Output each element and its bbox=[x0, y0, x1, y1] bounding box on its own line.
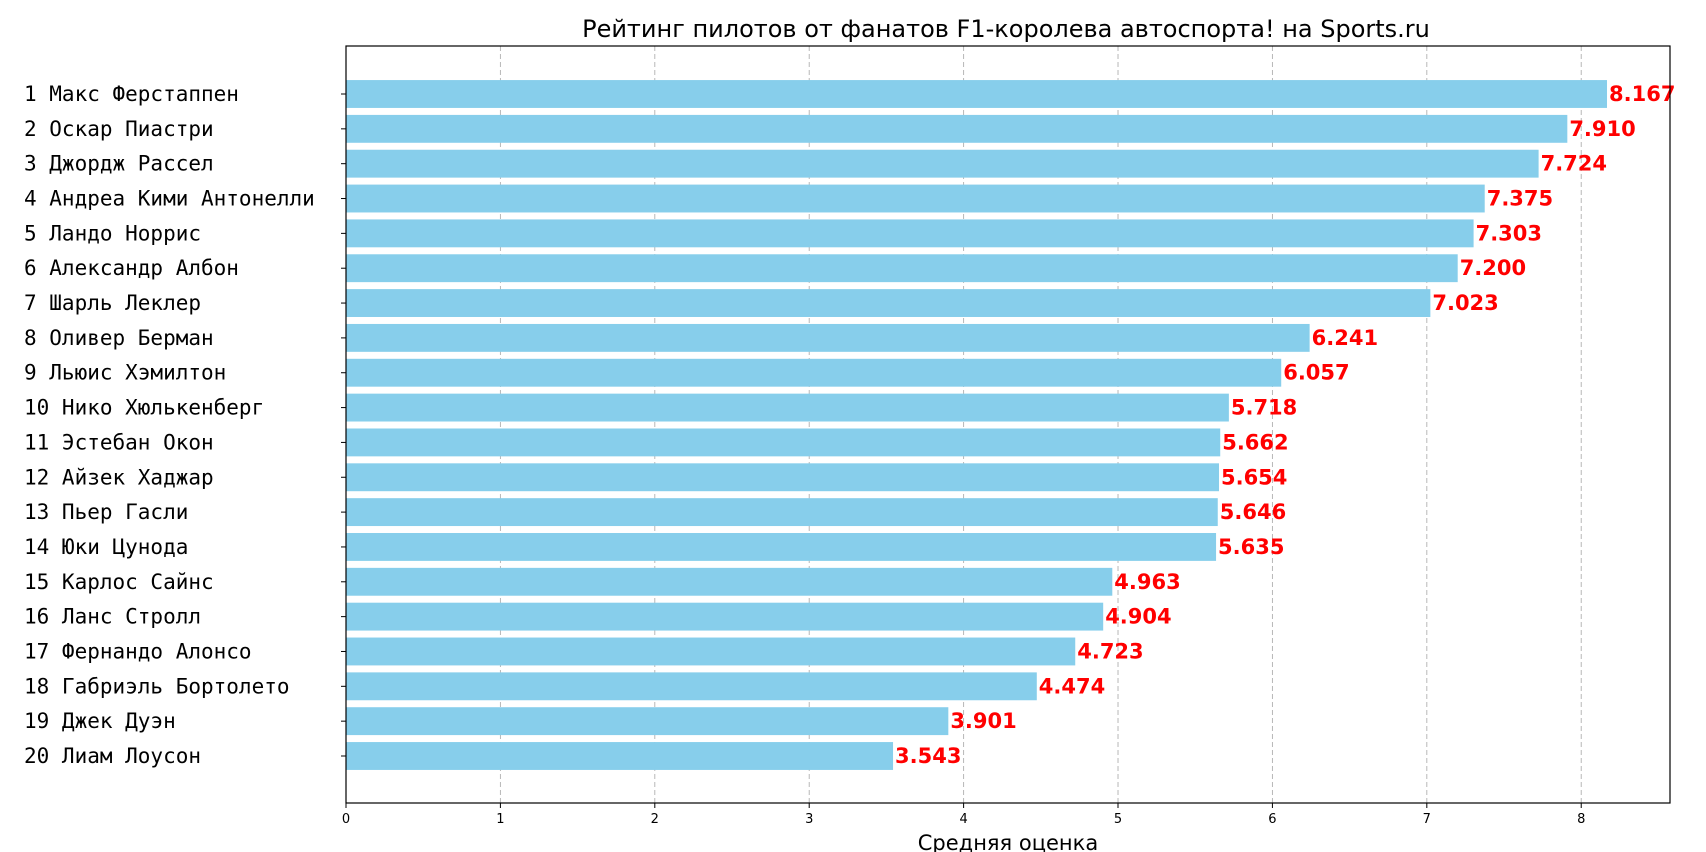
bar-value-label: 5.635 bbox=[1218, 535, 1284, 559]
y-tick-label: 17 Фернандо Алонсо bbox=[24, 639, 252, 663]
bar-value-label: 7.200 bbox=[1460, 256, 1526, 280]
bar bbox=[346, 149, 1539, 178]
bar bbox=[346, 602, 1104, 631]
bar bbox=[346, 742, 894, 770]
x-tick-label: 4 bbox=[959, 812, 967, 827]
bar bbox=[346, 80, 1608, 108]
y-tick-label: 1 Макс Ферстаппен bbox=[24, 82, 239, 106]
y-tick-label: 5 Ландо Норрис bbox=[24, 221, 201, 245]
y-tick-label: 7 Шарль Леклер bbox=[24, 291, 201, 315]
bar-value-label: 7.303 bbox=[1476, 221, 1542, 245]
bar bbox=[346, 428, 1221, 457]
x-tick-label: 6 bbox=[1268, 812, 1276, 827]
bar bbox=[346, 289, 1431, 317]
bar-value-label: 4.474 bbox=[1039, 674, 1105, 698]
x-tick-label: 1 bbox=[496, 812, 504, 827]
chart-title: Рейтинг пилотов от фанатов F1-королева а… bbox=[582, 15, 1430, 43]
bars-layer bbox=[346, 80, 1608, 770]
plot-frame bbox=[345, 45, 1671, 804]
x-tick-label: 0 bbox=[342, 812, 350, 827]
y-tick-label: 13 Пьер Гасли bbox=[24, 500, 188, 524]
bar-value-label: 6.241 bbox=[1312, 326, 1378, 350]
y-tick-label: 4 Андреа Кими Антонелли bbox=[24, 187, 315, 211]
bar bbox=[346, 498, 1218, 527]
bar bbox=[346, 463, 1219, 492]
x-tick-label: 8 bbox=[1577, 812, 1585, 827]
y-tick-label: 6 Александр Албон bbox=[24, 256, 239, 280]
bar-value-label: 6.057 bbox=[1283, 361, 1349, 385]
bar bbox=[346, 707, 949, 736]
x-tick-label: 7 bbox=[1423, 812, 1431, 827]
bar-value-label: 3.901 bbox=[950, 709, 1016, 733]
bar-value-label: 4.723 bbox=[1077, 639, 1143, 663]
bar-value-label: 4.963 bbox=[1114, 570, 1180, 594]
y-tick-label: 12 Айзек Хаджар bbox=[24, 465, 214, 489]
x-tick-label: 5 bbox=[1114, 812, 1122, 827]
bar-value-label: 7.375 bbox=[1487, 187, 1553, 211]
y-tick-label: 9 Льюис Хэмилтон bbox=[24, 361, 226, 385]
bar bbox=[346, 323, 1310, 352]
bar-value-label: 4.904 bbox=[1105, 605, 1171, 629]
bar-value-label: 7.724 bbox=[1541, 152, 1607, 176]
bar-value-label: 8.167 bbox=[1609, 82, 1675, 106]
x-axis-ticks: 0 1 2 3 4 5 6 7 8 bbox=[342, 803, 1585, 827]
bar bbox=[346, 637, 1076, 666]
y-tick-label: 20 Лиам Лоусон bbox=[24, 744, 201, 768]
y-tick-label: 18 Габриэль Бортолето bbox=[24, 674, 290, 698]
bar bbox=[346, 533, 1217, 561]
bar-value-label: 5.654 bbox=[1221, 465, 1287, 489]
bar bbox=[346, 567, 1113, 596]
bar-value-label: 5.718 bbox=[1231, 396, 1297, 420]
x-axis-label: Средняя оценка bbox=[918, 831, 1098, 852]
bar bbox=[346, 184, 1485, 213]
y-axis-ticks: 1 Макс Ферстаппен 2 Оскар Пиастри 3 Джордж… bbox=[24, 82, 346, 768]
grid-layer bbox=[499, 46, 1582, 803]
bar-value-label: 5.662 bbox=[1222, 430, 1288, 454]
bar bbox=[346, 393, 1229, 422]
bar-value-label: 5.646 bbox=[1220, 500, 1286, 524]
y-tick-label: 10 Нико Хюлькенберг bbox=[24, 396, 264, 420]
bar-value-label: 7.910 bbox=[1569, 117, 1635, 141]
bar bbox=[346, 114, 1568, 143]
bar bbox=[346, 672, 1037, 701]
y-tick-label: 14 Юки Цунода bbox=[24, 535, 188, 559]
y-tick-label: 3 Джордж Рассел bbox=[24, 152, 214, 176]
x-tick-label: 2 bbox=[651, 812, 659, 827]
y-tick-label: 8 Оливер Берман bbox=[24, 326, 214, 350]
y-tick-label: 11 Эстебан Окон bbox=[24, 430, 214, 454]
bar bbox=[346, 358, 1282, 387]
bar-value-label: 3.543 bbox=[895, 744, 961, 768]
bar bbox=[346, 219, 1474, 248]
y-tick-label: 15 Карлос Сайнс bbox=[24, 570, 214, 594]
x-tick-label: 3 bbox=[805, 812, 813, 827]
bar bbox=[346, 254, 1458, 283]
bar-value-label: 7.023 bbox=[1432, 291, 1498, 315]
y-tick-label: 19 Джек Дуэн bbox=[24, 709, 176, 733]
value-labels-layer: 8.167 7.910 7.724 7.375 7.303 7.200 7.023 6.241… bbox=[895, 82, 1675, 768]
y-tick-label: 2 Оскар Пиастри bbox=[24, 117, 214, 141]
y-tick-label: 16 Ланс Стролл bbox=[24, 605, 201, 629]
